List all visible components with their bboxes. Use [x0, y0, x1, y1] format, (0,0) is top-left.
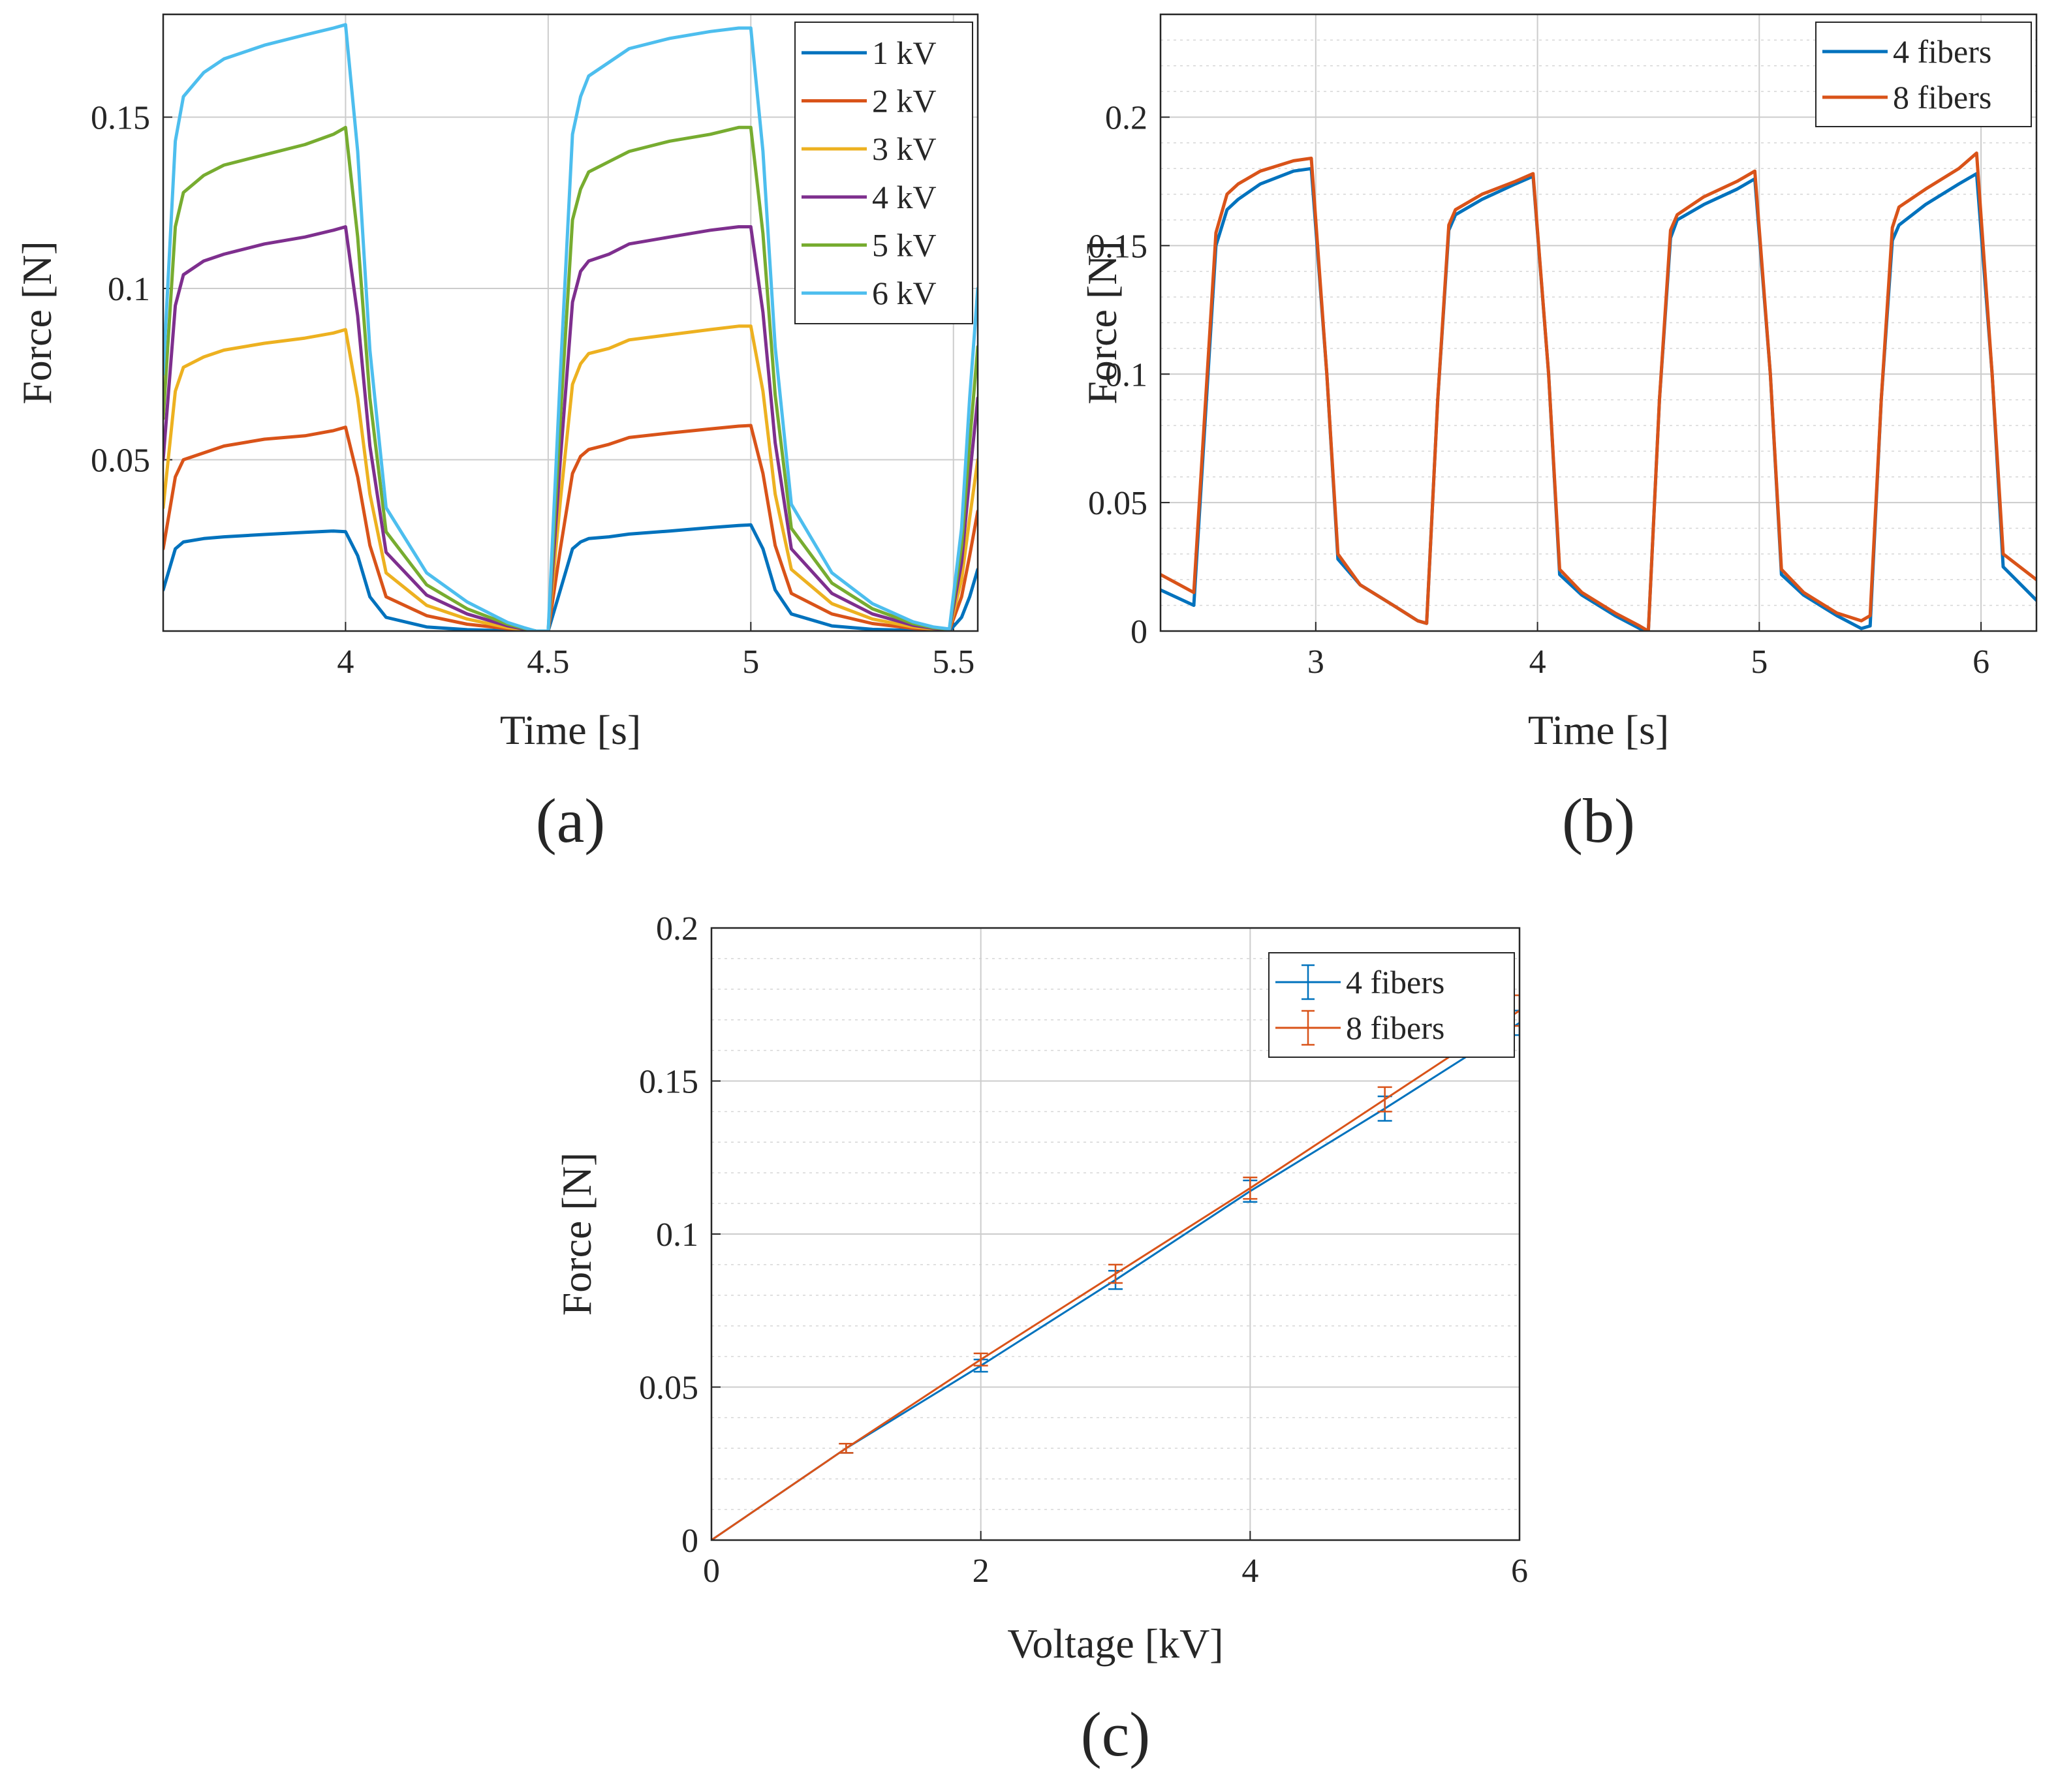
series-group-a — [163, 23, 978, 631]
panel-label-a: (a) — [536, 786, 606, 856]
legend-label: 8 fibers — [1346, 1010, 1444, 1046]
plot-frame-c — [710, 927, 1521, 1541]
series-line-5-kv — [163, 125, 978, 631]
chart-b: 3 4 5 6 0 0.05 0.1 0.15 0.2 Time [s] Force [N] 4… — [1079, 13, 2038, 856]
y-tick-label: 0 — [1130, 613, 1147, 651]
chart-c: 0 2 4 6 0 0.05 0.1 0.15 0.2 Voltage [kV] Force [… — [553, 910, 1528, 1769]
legend-label: 4 fibers — [1893, 33, 1991, 70]
x-axis-label-b: Time [s] — [1528, 707, 1669, 753]
y-tick-label: 0.2 — [1105, 100, 1147, 137]
legend-item: 8 fibers — [1275, 1010, 1444, 1046]
series-group-c — [711, 994, 1520, 1540]
x-tick-label: 3 — [1307, 643, 1324, 681]
y-tick-label: 0.1 — [108, 271, 150, 308]
x-tick-label: 5 — [742, 643, 759, 681]
y-tick-label: 0.05 — [639, 1370, 698, 1407]
legend-item: 6 kV — [802, 275, 937, 311]
plot-frame-b — [1159, 13, 2038, 632]
y-axis-label-b: Force [N] — [1079, 241, 1125, 405]
series-group-b — [1161, 151, 2036, 631]
legend-label: 1 kV — [872, 35, 937, 71]
chart-a: 4 4.5 5 5.5 0.05 0.1 0.15 Time [s] Force [N] 1… — [14, 13, 979, 856]
legend-box — [1268, 952, 1515, 1058]
panel-label-c: (c) — [1081, 1699, 1151, 1769]
tick-labels-a: 4 4.5 5 5.5 0.05 0.1 0.15 — [91, 100, 974, 681]
y-axis-label-c: Force [N] — [553, 1152, 600, 1316]
legend-box — [794, 22, 973, 324]
legend-label: 8 fibers — [1893, 79, 1991, 116]
series-line-4-kv — [163, 225, 978, 631]
y-tick-label: 0.15 — [1088, 228, 1147, 265]
error-bar — [973, 1352, 988, 1367]
legend-label: 6 kV — [872, 275, 937, 311]
x-tick-label: 6 — [1972, 643, 1989, 681]
x-tick-label: 2 — [973, 1553, 990, 1590]
x-tick-label: 4 — [1529, 643, 1546, 681]
legend-label: 2 kV — [872, 83, 937, 119]
y-tick-label: 0.15 — [91, 100, 150, 137]
series-line-8-fibers — [1161, 151, 2036, 631]
y-tick-label: 0.1 — [1105, 356, 1147, 394]
legend-c: 4 fibers 8 fibers — [1268, 952, 1515, 1058]
series-line-2-kv — [163, 424, 978, 631]
legend-item: 8 fibers — [1822, 79, 1991, 116]
x-tick-label: 6 — [1511, 1553, 1528, 1590]
y-tick-label: 0.15 — [639, 1064, 698, 1101]
plot-frame-a — [162, 13, 979, 632]
x-tick-label: 4 — [337, 643, 354, 681]
x-tick-label: 4.5 — [527, 643, 569, 681]
series-line-6-kv — [163, 23, 978, 631]
x-tick-label: 5.5 — [932, 643, 974, 681]
legend-item: 1 kV — [802, 35, 937, 71]
legend-item: 4 fibers — [1275, 964, 1444, 1000]
error-bar — [1108, 1263, 1123, 1284]
panel-label-b: (b) — [1562, 786, 1635, 856]
legend-item: 3 kV — [802, 131, 937, 167]
legend-item: 4 fibers — [1822, 33, 1991, 70]
legend-label: 3 kV — [872, 131, 937, 167]
x-axis-label-a: Time [s] — [500, 707, 641, 753]
legend-item: 4 kV — [802, 179, 937, 215]
error-bar — [1243, 1176, 1258, 1200]
error-bar — [1377, 1086, 1392, 1113]
y-tick-label: 0 — [681, 1522, 698, 1560]
y-tick-label: 0.2 — [656, 910, 698, 948]
x-tick-label: 5 — [1751, 643, 1768, 681]
legend-label: 5 kV — [872, 227, 937, 264]
legend-label: 4 kV — [872, 179, 937, 215]
x-tick-label: 0 — [703, 1553, 720, 1590]
grid-b — [1161, 14, 2036, 632]
y-tick-label: 0.05 — [91, 442, 150, 480]
y-axis-label-a: Force [N] — [14, 241, 60, 405]
series-line-3-kv — [163, 324, 978, 631]
legend-a: 1 kV 2 kV 3 kV 4 kV 5 kV 6 kV — [794, 22, 973, 324]
series-line-1-kv — [163, 523, 978, 631]
tick-labels-c: 0 2 4 6 0 0.05 0.1 0.15 0.2 — [639, 910, 1528, 1590]
legend-item: 2 kV — [802, 83, 937, 119]
x-tick-label: 4 — [1241, 1553, 1258, 1590]
legend-b: 4 fibers 8 fibers — [1815, 22, 2032, 127]
tick-labels-b: 3 4 5 6 0 0.05 0.1 0.15 0.2 — [1088, 100, 1989, 681]
legend-item: 5 kV — [802, 227, 937, 264]
y-tick-label: 0.05 — [1088, 485, 1147, 522]
y-tick-label: 0.1 — [656, 1216, 698, 1254]
legend-label: 4 fibers — [1346, 964, 1444, 1000]
error-bar — [839, 1443, 854, 1454]
x-axis-label-c: Voltage [kV] — [1007, 1620, 1223, 1667]
legend-box — [1815, 22, 2032, 127]
